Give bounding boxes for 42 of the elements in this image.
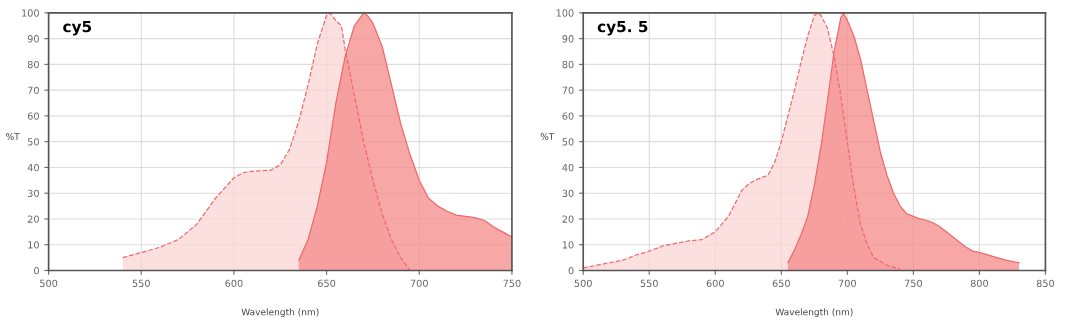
y-tick-label: 60 (562, 112, 574, 120)
y-tick-label: 50 (562, 138, 574, 146)
y-tick-label: 10 (562, 241, 574, 249)
y-tick-label: 80 (27, 60, 39, 69)
y-tick-label: 30 (562, 189, 574, 198)
y-tick-label: 20 (27, 215, 39, 223)
y-tick-label: 50 (27, 138, 39, 146)
y-tick-label: 40 (562, 163, 574, 172)
text: cy5 (63, 20, 92, 36)
y-tick-label: 90 (562, 35, 574, 43)
y-axis-title: %T (540, 133, 555, 140)
y-axis-title: %T (6, 133, 20, 140)
x-tick-label: 650 (317, 279, 336, 288)
x-tick-label: 550 (640, 279, 658, 288)
y-tick-label: 100 (556, 9, 574, 17)
y-tick-label: 30 (27, 189, 39, 198)
y-tick-label: 80 (562, 60, 574, 69)
x-tick-label: 700 (838, 279, 856, 288)
y-tick-label: 90 (27, 35, 39, 43)
x-tick-label: 600 (706, 279, 724, 288)
x-tick-label: 800 (970, 279, 989, 288)
y-tick-label: 70 (28, 86, 39, 94)
y-tick-label: 40 (27, 163, 39, 172)
x-tick-label: 650 (772, 279, 790, 288)
text: cy5. 5 (597, 20, 648, 36)
x-axis-title: Wavelength (nm) (775, 308, 853, 318)
y-tick-label: 0 (34, 266, 39, 275)
x-tick-label: 700 (410, 279, 428, 288)
x-tick-label: 500 (574, 279, 592, 288)
x-tick-label: 550 (132, 279, 150, 288)
y-tick-label: 70 (562, 86, 574, 94)
y-tick-label: 20 (562, 215, 574, 223)
x-tick-label: 750 (503, 279, 521, 288)
x-tick-label: 750 (904, 279, 922, 288)
x-axis-title: Wavelength (nm) (241, 308, 319, 318)
x-tick-label: 500 (40, 279, 58, 288)
y-tick-label: 100 (22, 9, 39, 17)
y-tick-label: 0 (568, 266, 574, 275)
x-tick-label: 600 (225, 279, 243, 288)
y-tick-label: 10 (28, 241, 39, 249)
x-tick-label: 850 (1036, 279, 1055, 288)
y-tick-label: 60 (27, 112, 39, 120)
